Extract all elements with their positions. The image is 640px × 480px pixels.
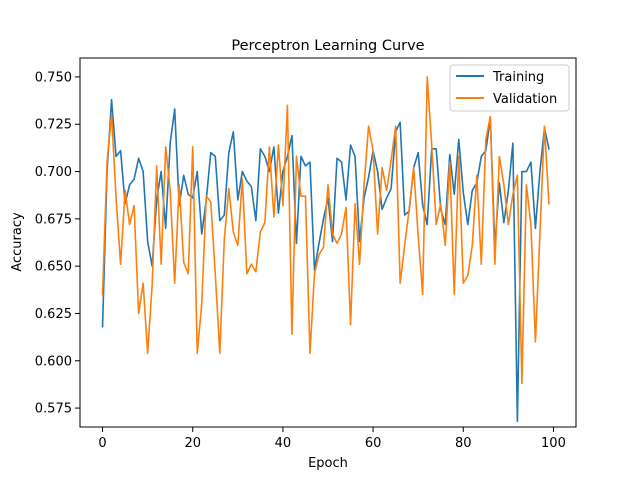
x-tick-label: 100 (541, 436, 566, 451)
y-tick-label: 0.575 (35, 402, 72, 417)
x-tick-label: 60 (365, 436, 382, 451)
legend-label-validation: Validation (493, 92, 557, 107)
series-line-validation (101, 76, 550, 385)
y-axis-label: Accuracy (10, 212, 25, 272)
y-tick-label: 0.750 (35, 70, 72, 85)
chart-title: Perceptron Learning Curve (231, 38, 424, 54)
x-tick-label: 0 (98, 436, 106, 451)
x-tick-label: 20 (184, 436, 201, 451)
x-tick-label: 40 (275, 436, 292, 451)
series-layer (101, 76, 550, 423)
y-tick-label: 0.600 (35, 354, 72, 369)
x-axis-ticks: 0 20 40 60 80 100 (98, 427, 566, 451)
axes-frame (79, 57, 577, 428)
y-tick-label: 0.700 (35, 165, 72, 180)
y-tick-label: 0.675 (35, 212, 72, 227)
plot-area (79, 57, 577, 428)
x-tick-label: 80 (455, 436, 472, 451)
y-tick-label: 0.650 (35, 260, 72, 275)
y-tick-label: 0.625 (35, 307, 72, 322)
y-tick-label: 0.725 (35, 118, 72, 133)
x-axis-label: Epoch (308, 456, 348, 471)
legend: Training Validation (449, 64, 570, 112)
legend-label-training: Training (492, 70, 544, 85)
y-axis-ticks: 0.575 0.600 0.625 0.650 0.675 0.700 0.725 0.750 (35, 70, 80, 417)
